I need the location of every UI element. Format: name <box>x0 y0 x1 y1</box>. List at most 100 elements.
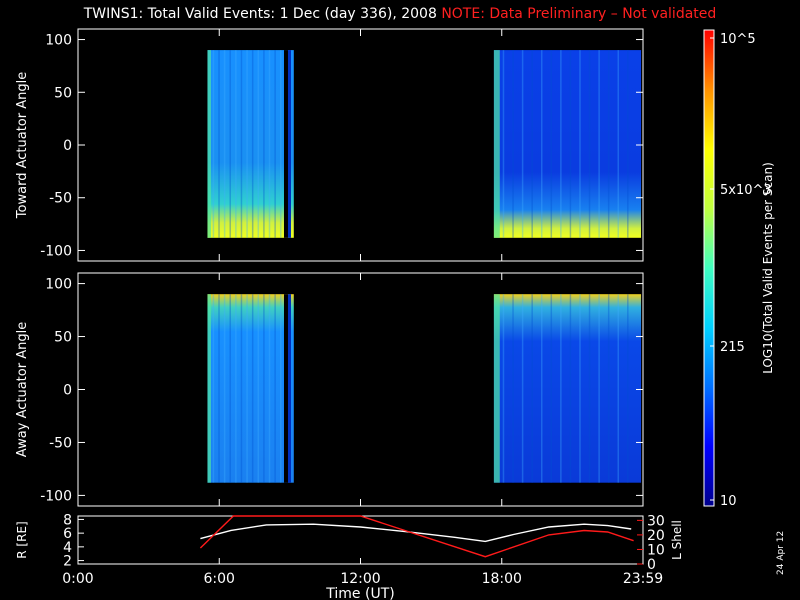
heatmap-streak <box>521 294 524 483</box>
heatmap-gap <box>283 50 288 238</box>
heatmap-streak <box>212 294 215 483</box>
heatmap-streak <box>251 50 254 238</box>
heatmap-block <box>493 50 642 238</box>
heatmap-streak <box>246 50 248 238</box>
title-main: TWINS1: Total Valid Events: 1 Dec (day 3… <box>83 6 437 22</box>
colorbar-label: LOG10(Total Valid Events per Scan) <box>761 162 775 374</box>
series-line-r <box>200 523 632 543</box>
heatmap-streak <box>287 294 291 483</box>
x-tick-label: 6:00 <box>204 571 235 587</box>
colorbar-tick-label: 10^5 <box>720 32 756 47</box>
heatmap-streak <box>569 50 572 238</box>
y-tick-label: -50 <box>49 191 72 207</box>
heatmap-streak <box>627 294 629 483</box>
y-tick-label: -100 <box>40 488 72 504</box>
y-tick-label: -100 <box>40 243 72 259</box>
heatmap-streak <box>279 294 282 483</box>
y-tick-label: 50 <box>54 85 72 101</box>
heatmap-streak <box>212 50 215 238</box>
heatmap-streak <box>235 50 237 238</box>
y-axis-label-right: L Shell <box>670 520 684 560</box>
axis-frame <box>77 515 644 565</box>
colorbar-fill <box>703 29 715 507</box>
date-stamp: 24 Apr 12 <box>776 530 786 575</box>
heatmap-streak <box>588 294 591 483</box>
heatmap-streak <box>607 294 610 483</box>
heatmap-streak <box>531 294 533 483</box>
heatmap-streak <box>268 50 271 238</box>
heatmap-stripe <box>207 50 211 238</box>
heatmap-streak <box>550 50 553 238</box>
heatmap-streak <box>598 50 600 238</box>
colorbar: 10 215 5x10^3 10^5 LOG10(Total Valid Events … <box>703 29 775 509</box>
y-axis-label-left: R [RE] <box>15 521 29 558</box>
colorbar-tick-label: 10 <box>720 494 737 509</box>
heatmap-streak <box>268 294 271 483</box>
y-tick-label-right: 30 <box>647 513 665 529</box>
x-tick-label: 23:59 <box>623 571 663 587</box>
heatmap-block <box>207 50 294 238</box>
y-tick-label: 4 <box>63 540 72 556</box>
y-tick-label: 50 <box>54 330 72 346</box>
away-panel: -100 -50 0 50 100 Away Actuator Angle <box>15 272 644 507</box>
y-tick-label: 100 <box>45 277 72 293</box>
heatmap-streak <box>223 294 226 483</box>
heatmap-stripe <box>493 50 500 238</box>
heatmap-streak <box>579 50 581 238</box>
colorbar-tick-label: 215 <box>720 340 745 355</box>
heatmap-streak <box>263 50 265 238</box>
heatmap-streak <box>218 50 220 238</box>
heatmap-block <box>207 294 294 483</box>
heatmap-streak <box>607 50 610 238</box>
heatmap-streak <box>502 50 505 238</box>
title-note: NOTE: Data Preliminary – Not validated <box>441 6 717 22</box>
heatmap-streak <box>627 50 629 238</box>
heatmap-streak <box>540 50 543 238</box>
y-axis-label: Toward Actuator Angle <box>15 72 30 219</box>
heatmap-streak <box>274 50 276 238</box>
heatmap-streak <box>235 294 237 483</box>
heatmap-streak <box>521 50 524 238</box>
heatmap-streak <box>218 294 220 483</box>
colorbar-tick-label: 5x10^3 <box>720 183 772 198</box>
heatmap-streak <box>274 294 276 483</box>
heatmap-gap <box>283 294 288 483</box>
y-tick-label: -50 <box>49 435 72 451</box>
heatmap-streak <box>540 294 543 483</box>
y-tick-label-right: 20 <box>647 528 665 544</box>
y-tick-label-right: 0 <box>647 557 656 573</box>
heatmap-streak <box>569 294 572 483</box>
series-line-lshell <box>199 515 634 558</box>
y-tick-label-right: 10 <box>647 542 665 558</box>
heatmap-streak <box>579 294 581 483</box>
heatmap-streak <box>512 50 514 238</box>
heatmap-streak <box>560 294 562 483</box>
y-tick-label: 100 <box>45 33 72 49</box>
heatmap-stripe <box>207 294 211 483</box>
heatmap-streak <box>287 50 291 238</box>
heatmap-streak <box>223 50 226 238</box>
heatmap-stripe <box>493 294 500 483</box>
y-tick-label: 6 <box>63 526 72 542</box>
heatmap-streak <box>512 294 514 483</box>
y-tick-label: 0 <box>63 138 72 154</box>
heatmap-streak <box>560 50 562 238</box>
heatmap-streak <box>588 50 591 238</box>
x-axis-label: Time (UT) <box>325 586 394 600</box>
heatmap-streak <box>240 294 243 483</box>
heatmap-streak <box>617 50 619 238</box>
x-tick-label: 18:00 <box>482 571 522 587</box>
heatmap-streak <box>502 294 505 483</box>
chart-title: TWINS1: Total Valid Events: 1 Dec (day 3… <box>0 6 800 22</box>
heatmap-streak <box>257 50 260 238</box>
heatmap-streak <box>550 294 553 483</box>
heatmap-streak <box>229 294 231 483</box>
y-tick-label: 0 <box>63 383 72 399</box>
heatmap-streak <box>229 50 231 238</box>
y-tick-label: 8 <box>63 512 72 528</box>
heatmap-streak <box>263 294 265 483</box>
x-tick-label: 12:00 <box>340 571 380 587</box>
y-tick-label: 2 <box>63 554 72 570</box>
